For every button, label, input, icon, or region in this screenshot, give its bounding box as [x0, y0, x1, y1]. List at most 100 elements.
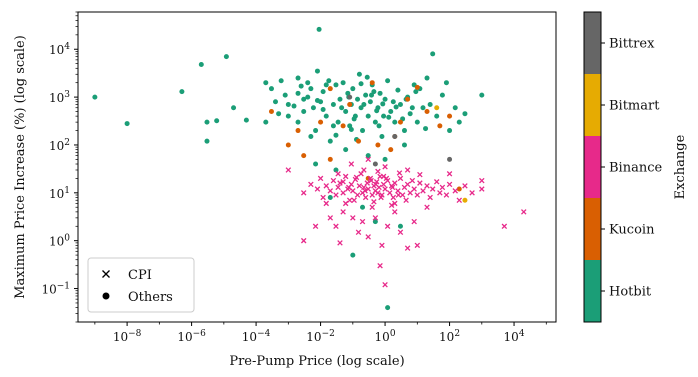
data-point-cpi: [337, 240, 343, 246]
data-point-hotbit: [365, 113, 371, 119]
legend-label: Others: [128, 290, 173, 305]
data-point-cpi: [312, 223, 319, 230]
data-point-hotbit: [231, 105, 237, 111]
data-point-cpi: [452, 188, 458, 194]
data-point-hotbit: [314, 97, 320, 103]
data-point-cpi: [414, 192, 421, 198]
data-point-hotbit: [327, 194, 333, 200]
colorbar-segment-kucoin: [584, 198, 601, 260]
data-point-hotbit: [243, 117, 249, 123]
legend-box: [87, 257, 195, 313]
x-tick-label: 102: [439, 329, 460, 344]
data-point-hotbit: [452, 105, 458, 111]
data-point-kucoin: [301, 153, 307, 159]
data-point-cpi: [327, 188, 334, 194]
data-point-cpi: [375, 190, 381, 196]
data-point-hotbit: [305, 80, 311, 86]
data-point-hotbit: [356, 71, 362, 77]
data-point-hotbit: [313, 161, 319, 167]
data-point-kucoin: [327, 86, 333, 92]
data-point-cpi: [342, 200, 349, 207]
data-point-hotbit: [291, 103, 297, 109]
data-point-hotbit: [323, 82, 329, 88]
colorbar-segment-binance: [584, 136, 601, 198]
data-point-cpi: [383, 175, 390, 182]
colorbar-label: Bittrex: [609, 37, 655, 52]
data-point-cpi: [411, 186, 417, 192]
data-point-cpi: [411, 218, 417, 225]
data-point-hotbit: [330, 123, 336, 129]
data-point-hotbit: [372, 119, 378, 125]
colorbar-label: Bitmart: [609, 99, 660, 114]
y-tick-label: 102: [49, 138, 70, 153]
data-point-hotbit: [198, 61, 204, 67]
data-point-hotbit: [409, 105, 415, 111]
data-point-cpi: [314, 186, 321, 192]
data-point-cpi: [320, 194, 326, 201]
data-point-cpi: [409, 177, 416, 184]
y-axis-label: Maximum Price Increase (%) (log scale): [13, 35, 28, 299]
x-tick-label: 100: [375, 329, 396, 344]
data-point-hotbit: [434, 113, 440, 119]
data-point-hotbit: [301, 96, 307, 102]
data-point-hotbit: [350, 86, 356, 92]
y-axis: 10−1 100 101 102 103 104: [41, 11, 78, 323]
data-point-cpi: [358, 171, 364, 177]
data-point-cpi: [308, 181, 314, 188]
data-point-cpi: [378, 194, 384, 201]
data-point-hotbit: [397, 102, 403, 108]
data-point-hotbit: [343, 147, 349, 153]
data-point-hotbit: [392, 119, 398, 125]
y-tick-label: 10−1: [41, 282, 70, 297]
data-point-hotbit: [456, 119, 462, 125]
colorbar-segment-hotbit: [584, 260, 601, 322]
data-point-cpi: [469, 190, 475, 196]
data-point-cpi: [439, 184, 446, 191]
data-point-kucoin: [268, 109, 274, 115]
x-tick-label: 104: [504, 329, 525, 344]
x-tick-label: 10−4: [242, 329, 271, 344]
data-point-hotbit: [282, 92, 288, 98]
data-point-hotbit: [305, 94, 311, 100]
data-point-hotbit: [308, 134, 314, 140]
y-tick-label: 103: [49, 90, 70, 105]
data-point-cpi: [337, 180, 343, 186]
data-point-cpi: [379, 242, 385, 249]
data-point-hotbit: [407, 111, 413, 117]
data-point-hotbit: [397, 223, 403, 229]
data-point-hotbit: [204, 138, 210, 144]
data-point-hotbit: [363, 92, 369, 98]
data-point-cpi: [446, 171, 453, 177]
data-point-hotbit: [295, 75, 301, 81]
data-point-cpi: [361, 184, 367, 191]
data-point-hotbit: [295, 90, 301, 96]
data-point-kucoin: [388, 147, 394, 153]
data-point-hotbit: [361, 102, 367, 108]
data-point-hotbit: [365, 153, 371, 159]
data-point-hotbit: [372, 219, 378, 225]
data-point-cpi: [300, 190, 307, 196]
data-point-hotbit: [424, 75, 430, 81]
data-point-hotbit: [124, 121, 130, 127]
colorbar-segment-bitmart: [584, 74, 601, 136]
data-point-hotbit: [310, 105, 316, 111]
data-point-cpi: [382, 186, 388, 192]
data-point-hotbit: [333, 132, 339, 138]
colorbar-frame: [583, 11, 602, 323]
data-point-cpi: [424, 183, 430, 189]
data-point-kucoin: [318, 119, 324, 125]
data-point-cpi: [429, 186, 436, 192]
data-point-kucoin: [327, 156, 333, 162]
data-point-hotbit: [369, 92, 375, 98]
data-point-cpi: [404, 167, 411, 173]
data-point-cpi: [350, 215, 356, 221]
x-tick-label: 10−6: [177, 329, 206, 344]
data-point-cpi: [372, 215, 379, 221]
data-point-hotbit: [390, 99, 396, 105]
data-point-hotbit: [263, 80, 269, 86]
data-point-cpi: [390, 194, 397, 201]
data-point-bittrex: [347, 94, 353, 100]
data-point-bittrex: [372, 161, 378, 167]
data-point-cpi: [340, 209, 346, 215]
data-point-kucoin: [437, 123, 443, 129]
